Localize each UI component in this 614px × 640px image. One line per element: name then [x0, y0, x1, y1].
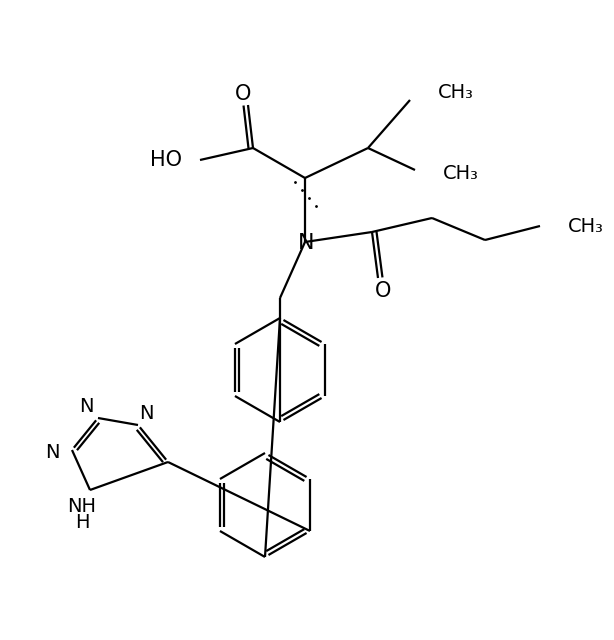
Text: CH₃: CH₃ — [438, 83, 474, 102]
Text: N: N — [298, 233, 314, 253]
Text: NH: NH — [68, 497, 96, 515]
Text: N: N — [139, 403, 154, 422]
Text: N: N — [45, 442, 59, 461]
Text: H: H — [75, 513, 89, 531]
Text: CH₃: CH₃ — [443, 163, 479, 182]
Text: N: N — [79, 397, 93, 415]
Text: O: O — [375, 281, 391, 301]
Text: O: O — [235, 84, 251, 104]
Text: CH₃: CH₃ — [568, 216, 604, 236]
Text: HO: HO — [150, 150, 182, 170]
